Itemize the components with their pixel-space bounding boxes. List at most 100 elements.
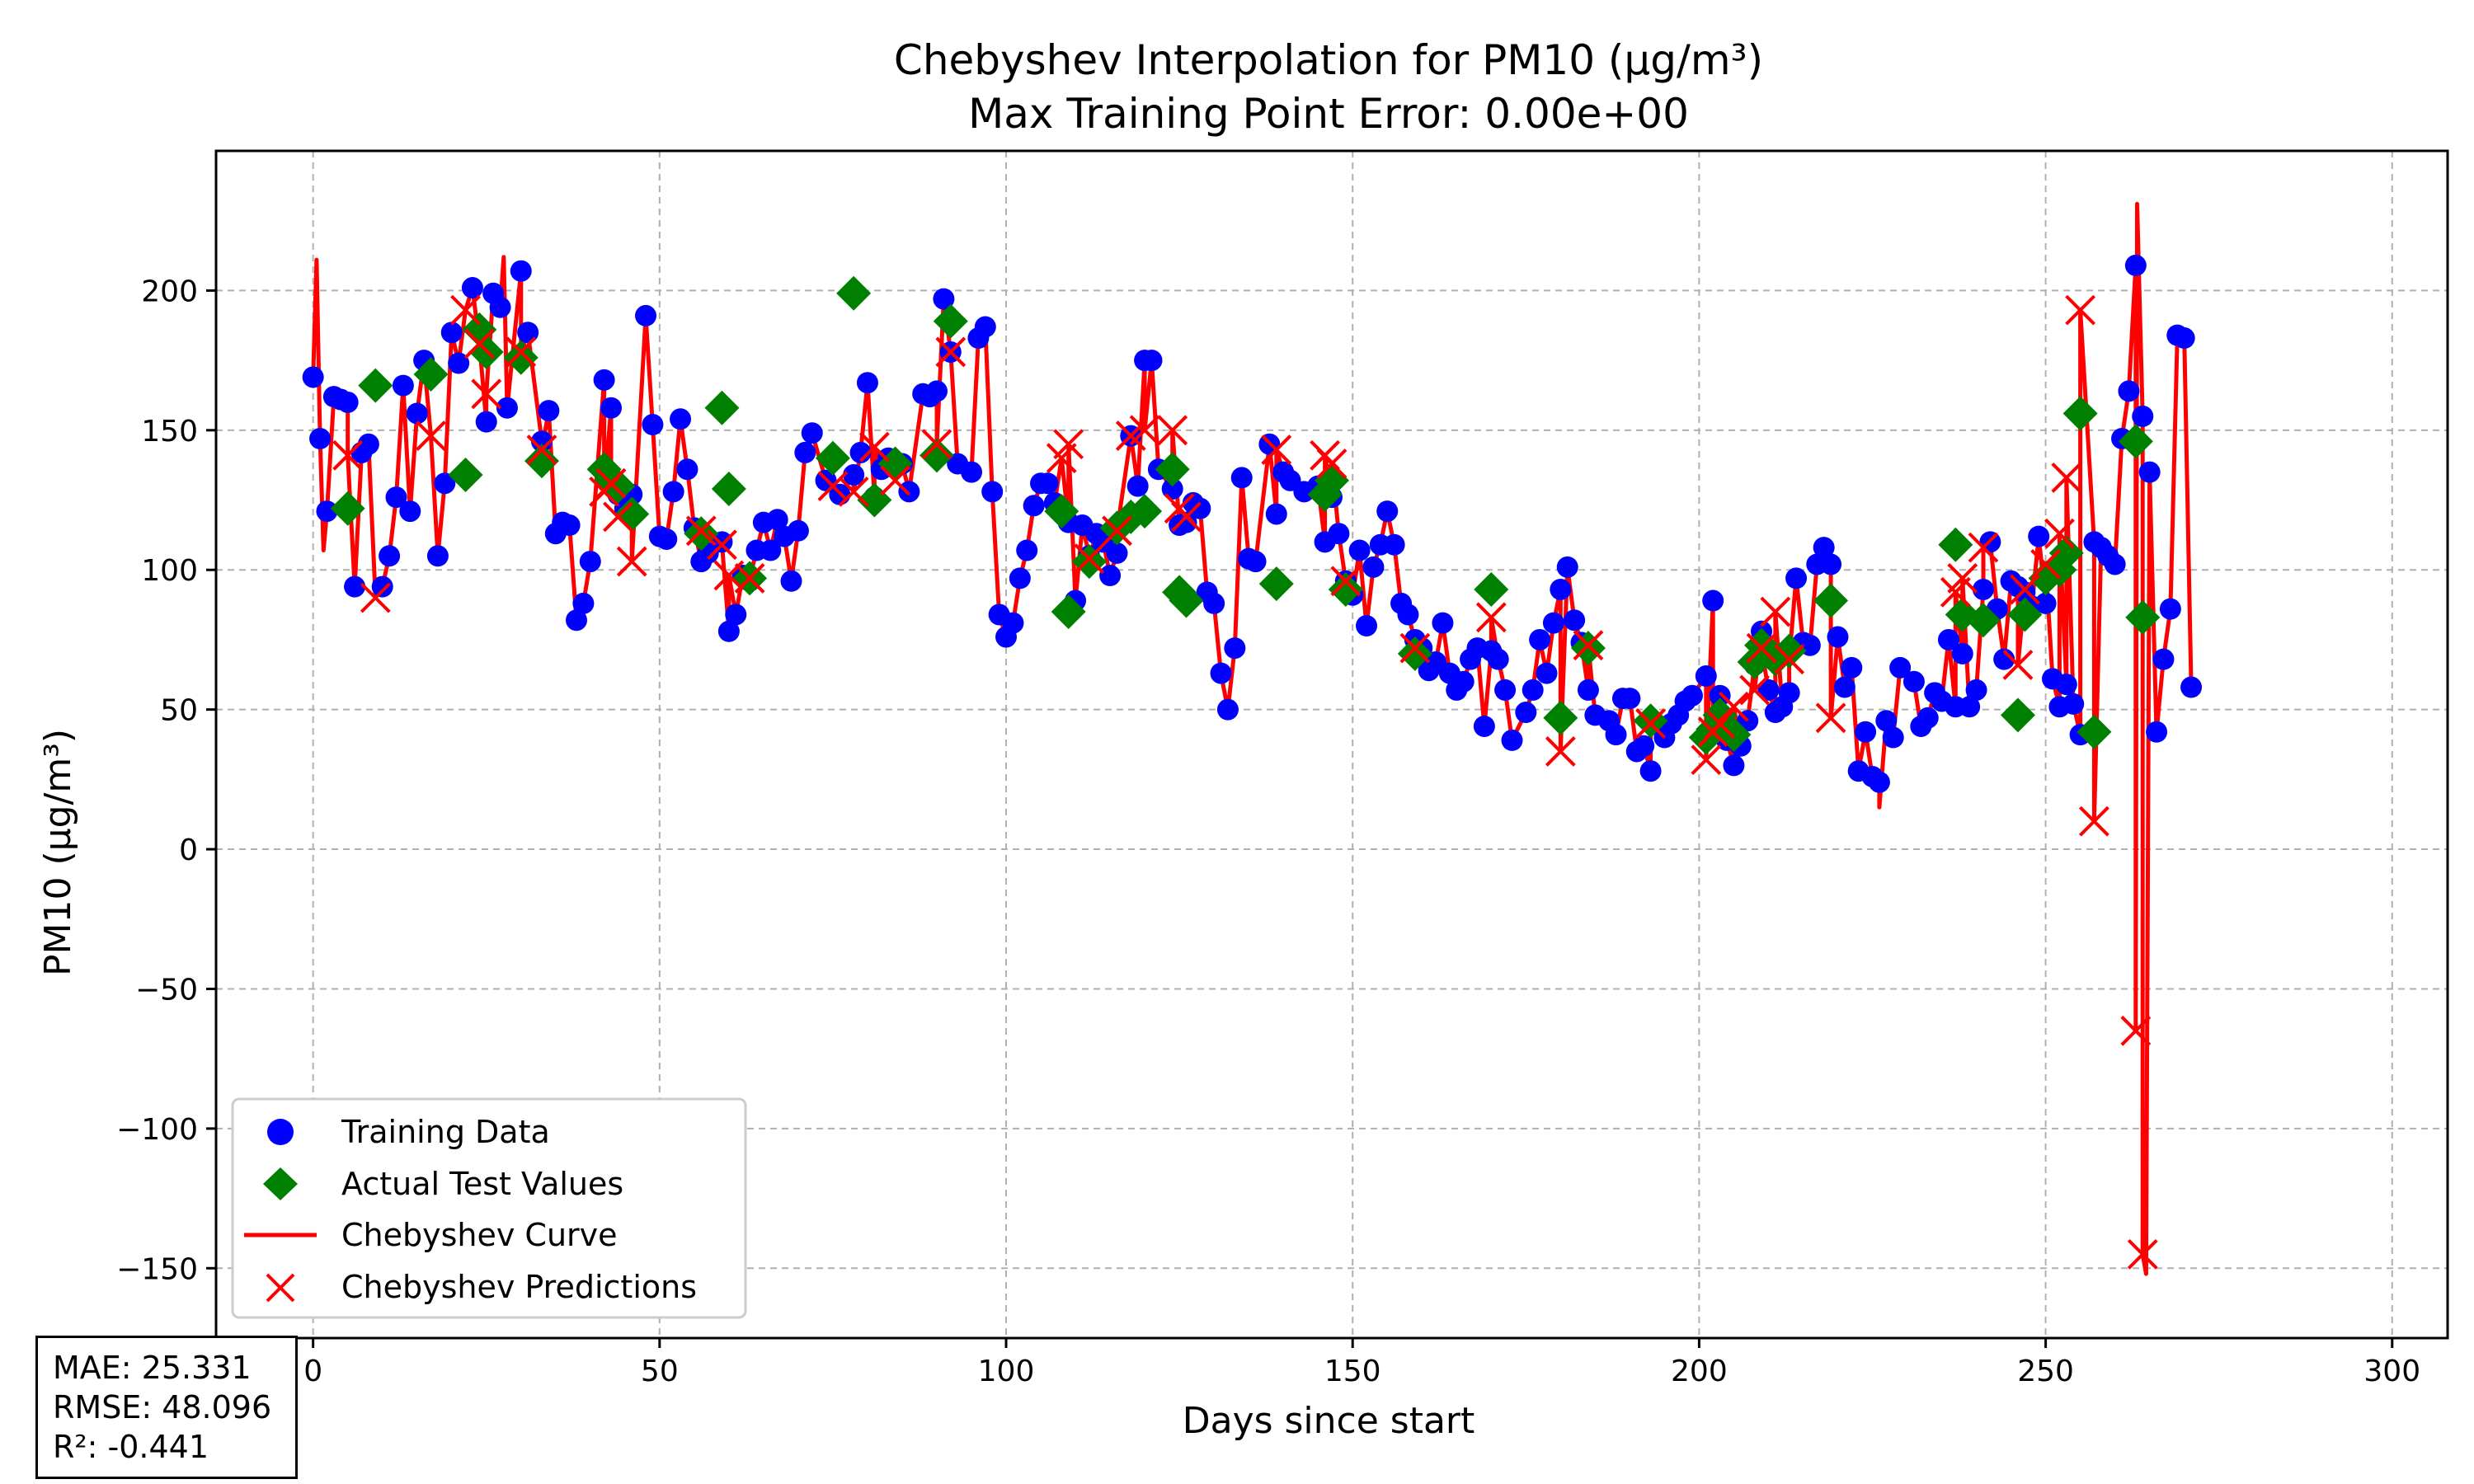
- training-point: [385, 486, 407, 509]
- prediction-point: [2030, 549, 2061, 580]
- legend-label-prediction: Chebyshev Predictions: [341, 1269, 697, 1305]
- training-point: [1016, 539, 1038, 561]
- training-point: [780, 570, 802, 592]
- test-point: [704, 390, 740, 425]
- training-point: [2152, 648, 2175, 670]
- prediction-point: [707, 529, 737, 561]
- training-point: [1203, 592, 1225, 614]
- training-point: [448, 352, 470, 374]
- prediction-point: [526, 434, 557, 465]
- training-point: [1106, 542, 1128, 564]
- test-point: [1155, 452, 1190, 487]
- training-point: [1639, 760, 1662, 782]
- prediction-point: [1102, 515, 1132, 547]
- training-point: [1002, 612, 1024, 634]
- prediction-point: [603, 501, 633, 533]
- y-axis-label: PM10 (µg/m³): [37, 729, 79, 976]
- test-point: [1474, 571, 1509, 607]
- training-point: [593, 369, 615, 391]
- training-point: [1501, 729, 1523, 751]
- prediction-point: [2009, 574, 2040, 605]
- x-tick-label: 150: [1324, 1355, 1381, 1388]
- training-point: [2034, 592, 2057, 614]
- test-point: [2118, 424, 2153, 459]
- prediction-point: [1316, 448, 1348, 479]
- training-point: [1833, 676, 1856, 698]
- x-tick-label: 100: [978, 1355, 1035, 1388]
- prediction-point: [1691, 744, 1722, 776]
- y-tick-label: 100: [141, 554, 198, 588]
- training-point: [1757, 679, 1780, 701]
- prediction-point: [1261, 434, 1292, 465]
- test-points: [330, 275, 2161, 755]
- x-axis-label: Days since start: [1183, 1400, 1475, 1442]
- training-point: [1723, 754, 1745, 777]
- training-point: [538, 400, 560, 422]
- training-point: [1383, 533, 1405, 556]
- training-point: [426, 545, 449, 567]
- training-point: [2055, 674, 2077, 696]
- legend-label-test: Actual Test Values: [341, 1166, 623, 1202]
- training-point: [357, 433, 379, 455]
- training-point: [898, 481, 920, 503]
- training-point: [579, 551, 601, 573]
- test-point: [1771, 633, 1807, 669]
- test-point: [2007, 597, 2043, 632]
- legend-box: [231, 1097, 747, 1319]
- chart-title: Chebyshev Interpolation for PM10 (µg/m³): [894, 36, 1763, 84]
- training-point: [1633, 735, 1655, 757]
- test-point: [2048, 535, 2084, 571]
- training-point: [1820, 553, 1842, 575]
- test-point: [2125, 599, 2161, 635]
- training-point: [1362, 556, 1385, 578]
- training-point: [1875, 710, 1898, 732]
- test-point: [711, 471, 746, 506]
- training-point: [1951, 642, 1973, 665]
- training-point: [316, 500, 338, 523]
- test-point: [448, 458, 483, 493]
- training-point: [1868, 771, 1890, 793]
- training-point: [1577, 679, 1599, 701]
- y-tick-label: −100: [116, 1113, 198, 1147]
- training-point: [1841, 656, 1863, 679]
- test-point: [330, 491, 365, 526]
- training-point: [981, 481, 1004, 503]
- y-tick-label: 0: [179, 834, 198, 867]
- training-point: [1224, 637, 1246, 660]
- test-point: [524, 444, 559, 479]
- training-point: [1917, 707, 1939, 729]
- training-point: [766, 509, 788, 531]
- training-point: [2138, 461, 2161, 483]
- training-point: [1023, 495, 1045, 517]
- test-point: [503, 340, 539, 375]
- training-point: [1889, 656, 1912, 679]
- training-point: [1827, 626, 1849, 648]
- training-point: [801, 422, 823, 444]
- prediction-point: [1545, 736, 1576, 767]
- training-point: [1189, 497, 1211, 519]
- legend-marker-prediction: [266, 1273, 295, 1303]
- test-point: [1258, 566, 1294, 602]
- training-point: [392, 374, 414, 397]
- test-point: [1169, 583, 1204, 618]
- training-point: [1542, 612, 1564, 634]
- y-tick-label: −50: [135, 973, 198, 1007]
- training-point: [336, 391, 359, 413]
- prediction-point: [1947, 562, 1978, 594]
- prediction-point: [880, 465, 910, 496]
- prediction-point: [1815, 702, 1846, 734]
- training-point: [2028, 525, 2050, 547]
- training-point: [1855, 721, 1877, 743]
- training-point: [794, 441, 816, 463]
- training-point: [1882, 726, 1904, 749]
- prediction-point: [817, 471, 849, 502]
- test-point: [1813, 583, 1849, 618]
- prediction-point: [595, 467, 627, 499]
- x-tick-label: 50: [641, 1355, 679, 1388]
- prediction-point: [471, 378, 502, 410]
- prediction-point: [2044, 518, 2075, 549]
- training-point: [1681, 684, 1703, 707]
- training-point: [1785, 567, 1808, 589]
- training-point: [1550, 578, 1572, 600]
- training-point: [961, 461, 983, 483]
